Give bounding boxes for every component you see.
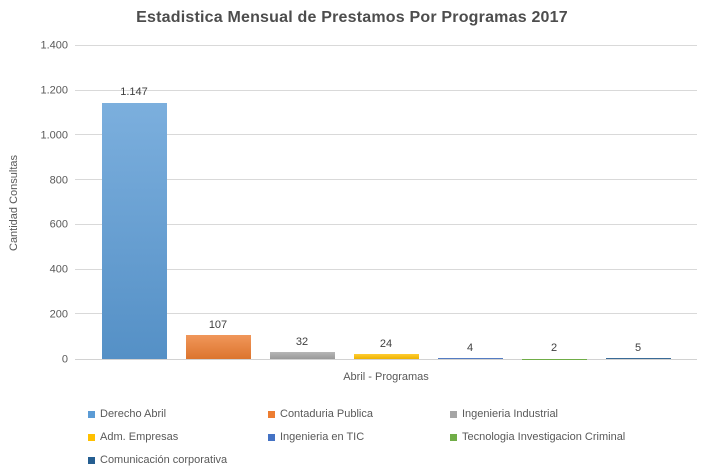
bar-slot-ingenieria-en-tic: 4 <box>437 46 503 359</box>
gridline <box>75 268 697 270</box>
y-tick-label: 1.200 <box>40 84 68 97</box>
bar-slot-derecho-abril: 1.147 <box>101 46 167 359</box>
legend-label: Tecnologia Investigacion Criminal <box>462 431 626 443</box>
legend-swatch-icon <box>88 456 95 464</box>
legend-item-ingenieria-industrial: Ingenieria Industrial <box>450 408 696 420</box>
bar-slot-comunicaci-n-corporativa: 5 <box>605 46 671 359</box>
legend-label: Ingenieria Industrial <box>462 408 559 420</box>
gridline <box>75 45 697 46</box>
bar-contaduria-publica <box>185 335 251 359</box>
y-tick-labels: 0 200 400 600 800 1.000 1.200 1.400 <box>0 40 68 365</box>
x-axis-title: Abril - Programas <box>343 371 429 383</box>
gridline <box>75 179 697 181</box>
bar-ingenieria-industrial <box>269 351 335 359</box>
bar-value-label: 4 <box>466 342 474 355</box>
y-tick-label: 0 <box>61 353 68 366</box>
legend-label: Contaduria Publica <box>280 408 373 420</box>
legend-item-ingenieria-en-tic: Ingenieria en TIC <box>268 431 450 443</box>
bars: 1.147 107 32 24 4 2 5 <box>75 46 697 359</box>
y-tick-label: 600 <box>49 218 68 231</box>
legend-swatch-icon <box>268 433 275 441</box>
bar-ingenieria-en-tic <box>437 358 503 359</box>
plot-area: 1.147 107 32 24 4 2 5 <box>75 45 697 360</box>
gridline <box>75 134 697 136</box>
chart-title: Estadistica Mensual de Prestamos Por Pro… <box>136 9 568 26</box>
legend-label: Ingenieria en TIC <box>280 431 365 443</box>
legend-label: Derecho Abril <box>100 408 167 420</box>
bar-adm-empresas <box>353 353 419 359</box>
legend-label: Comunicación corporativa <box>100 454 228 466</box>
bar-value-label: 2 <box>550 342 558 355</box>
bar-value-label: 32 <box>295 335 309 348</box>
legend-swatch-icon <box>450 410 457 418</box>
bar-derecho-abril <box>101 102 167 359</box>
legend-label: Adm. Empresas <box>100 431 179 443</box>
bar-slot-adm-empresas: 24 <box>353 46 419 359</box>
bar-slot-tecnologia-investigacion-criminal: 2 <box>521 46 587 359</box>
legend-item-contaduria-publica: Contaduria Publica <box>268 408 450 420</box>
bar-slot-contaduria-publica: 107 <box>185 46 251 359</box>
legend-item-comunicaci-n-corporativa: Comunicación corporativa <box>88 454 268 466</box>
y-tick-label: 1.400 <box>40 39 68 52</box>
legend-swatch-icon <box>88 410 95 418</box>
legend-item-adm-empresas: Adm. Empresas <box>88 431 268 443</box>
gridline <box>75 223 697 225</box>
legend-swatch-icon <box>450 433 457 441</box>
bar-value-label: 1.147 <box>120 86 148 99</box>
bar-slot-ingenieria-industrial: 32 <box>269 46 335 359</box>
bar-value-label: 5 <box>634 341 642 354</box>
y-tick-label: 800 <box>49 174 68 187</box>
legend-swatch-icon <box>268 410 275 418</box>
gridline <box>75 89 697 91</box>
bar-value-label: 24 <box>379 337 393 350</box>
legend: Derecho Abril Contaduria Publica Ingenieri… <box>88 408 696 466</box>
legend-item-derecho-abril: Derecho Abril <box>88 408 268 420</box>
legend-item-tecnologia-investigacion-criminal: Tecnologia Investigacion Criminal <box>450 431 696 443</box>
legend-swatch-icon <box>88 433 95 441</box>
y-tick-label: 400 <box>49 263 68 276</box>
bar-comunicaci-n-corporativa <box>605 357 671 359</box>
gridline <box>75 313 697 315</box>
bar-value-label: 107 <box>208 318 228 331</box>
y-tick-label: 1.000 <box>40 129 68 142</box>
y-tick-label: 200 <box>49 308 68 321</box>
